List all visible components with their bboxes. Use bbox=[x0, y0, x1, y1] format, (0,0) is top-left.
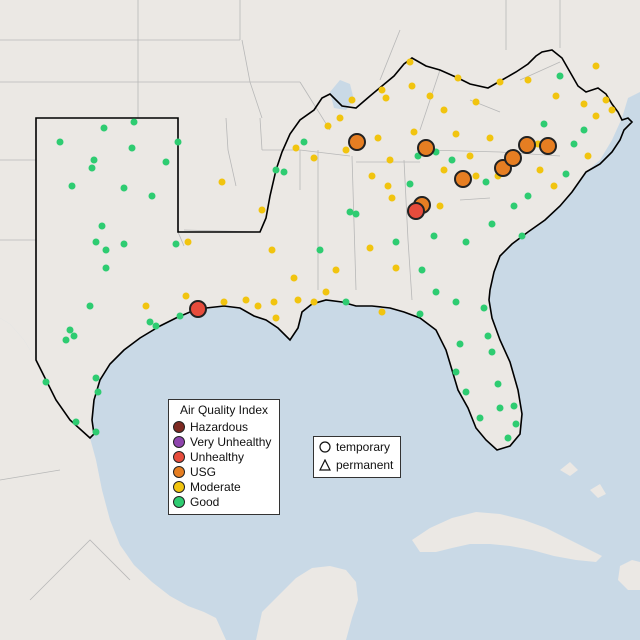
legend-item-moderate: Moderate bbox=[169, 479, 279, 494]
legend-label: Unhealthy bbox=[190, 449, 245, 464]
us-land bbox=[0, 0, 640, 450]
circle-hazardous-icon bbox=[173, 420, 185, 433]
aqi-legend: Air Quality Index Hazardous Very Unhealt… bbox=[168, 399, 280, 515]
legend-item-unhealthy: Unhealthy bbox=[169, 449, 279, 464]
mexico-land bbox=[0, 318, 226, 640]
yucatan-land bbox=[256, 566, 358, 640]
legend-label: Hazardous bbox=[190, 419, 249, 434]
triangle-outline-icon bbox=[319, 459, 331, 471]
circle-good-icon bbox=[173, 495, 185, 508]
moderate-monitors bbox=[142, 58, 616, 322]
unhealthy-monitors bbox=[189, 202, 425, 318]
circle-moderate-icon bbox=[173, 480, 185, 493]
lake bbox=[330, 80, 354, 110]
legend-label: Moderate bbox=[190, 479, 241, 494]
legend-label: USG bbox=[190, 464, 217, 479]
circle-usg-icon bbox=[173, 465, 185, 478]
legend-item-very-unhealthy: Very Unhealthy bbox=[169, 434, 279, 449]
usg-monitors bbox=[348, 133, 557, 214]
legend-item-hazardous: Hazardous bbox=[169, 419, 279, 434]
legend-label: Good bbox=[190, 494, 220, 509]
legend-label: Very Unhealthy bbox=[190, 434, 272, 449]
legend-label: permanent bbox=[336, 458, 394, 472]
legend-item-temporary: temporary bbox=[314, 439, 400, 455]
legend-label: temporary bbox=[336, 440, 391, 454]
circle-outline-icon bbox=[319, 441, 331, 453]
region-outline bbox=[35, 49, 634, 451]
state-borders bbox=[0, 0, 561, 601]
aqi-legend-title: Air Quality Index bbox=[179, 403, 269, 417]
circle-unhealthy-icon bbox=[173, 450, 185, 463]
bahamas-land bbox=[560, 462, 606, 498]
circle-very-unhealthy-icon bbox=[173, 435, 185, 448]
cuba-land bbox=[412, 512, 602, 562]
legend-item-good: Good bbox=[169, 494, 279, 509]
hispaniola-land bbox=[618, 560, 640, 590]
legend-item-usg: USG bbox=[169, 464, 279, 479]
monitor-type-legend: temporary permanent bbox=[313, 436, 401, 478]
legend-item-permanent: permanent bbox=[314, 457, 400, 473]
